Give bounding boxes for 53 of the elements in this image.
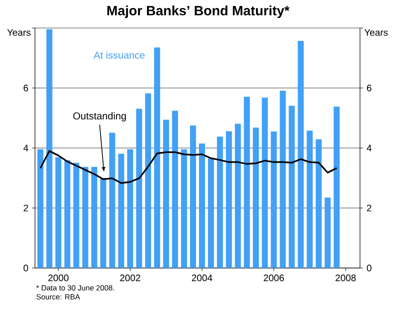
bar bbox=[234, 124, 241, 268]
bar bbox=[208, 158, 214, 268]
bar bbox=[172, 110, 178, 268]
bar bbox=[334, 106, 340, 268]
bar bbox=[163, 120, 170, 268]
bar bbox=[127, 149, 134, 268]
y-tick-label: 2 bbox=[24, 204, 28, 212]
bar bbox=[136, 108, 142, 268]
bar bbox=[252, 128, 259, 268]
bar bbox=[288, 106, 295, 268]
bar bbox=[64, 160, 70, 268]
y2-tick-label: 0 bbox=[366, 264, 372, 272]
bar bbox=[154, 48, 160, 268]
bar bbox=[55, 157, 62, 268]
bar bbox=[37, 149, 44, 268]
bar bbox=[198, 144, 205, 268]
y2-tick-label: 4 bbox=[366, 144, 372, 152]
text: Outstanding bbox=[73, 112, 126, 122]
bar bbox=[109, 132, 116, 268]
bar bbox=[73, 162, 80, 268]
bar bbox=[298, 40, 304, 268]
bar bbox=[306, 130, 313, 268]
chart-title: Major Banks’ Bond Maturity* bbox=[107, 6, 290, 18]
bar bbox=[270, 132, 277, 268]
bar bbox=[118, 154, 124, 268]
y-tick-label: 4 bbox=[23, 144, 28, 152]
bar bbox=[244, 96, 250, 268]
bar bbox=[181, 149, 188, 268]
bar bbox=[145, 93, 152, 268]
y-axis-title: Years bbox=[7, 29, 30, 36]
bar bbox=[190, 126, 196, 268]
series-label: At issuance bbox=[94, 51, 145, 59]
bar bbox=[100, 178, 106, 268]
bar bbox=[91, 166, 98, 268]
bar bbox=[46, 29, 52, 268]
x-tick-label: 2002 bbox=[120, 274, 140, 282]
x-tick-label: 2000 bbox=[48, 274, 68, 282]
x-tick-label: 2006 bbox=[264, 274, 284, 282]
bar bbox=[316, 139, 322, 268]
y-tick-label: 0 bbox=[24, 264, 28, 272]
y2-axis-title: Years bbox=[364, 29, 388, 36]
bar bbox=[82, 166, 88, 268]
bar bbox=[216, 136, 223, 268]
x-tick-label: 2004 bbox=[192, 274, 212, 282]
y2-tick-label: 2 bbox=[366, 204, 372, 212]
x-tick-label: 2008 bbox=[336, 274, 356, 282]
bar bbox=[324, 198, 331, 268]
bar bbox=[280, 90, 286, 268]
line-series bbox=[40, 150, 338, 184]
y2-tick-label: 6 bbox=[367, 84, 372, 92]
bar bbox=[262, 98, 268, 268]
y-tick-label: 6 bbox=[24, 84, 28, 92]
bar bbox=[226, 131, 232, 268]
